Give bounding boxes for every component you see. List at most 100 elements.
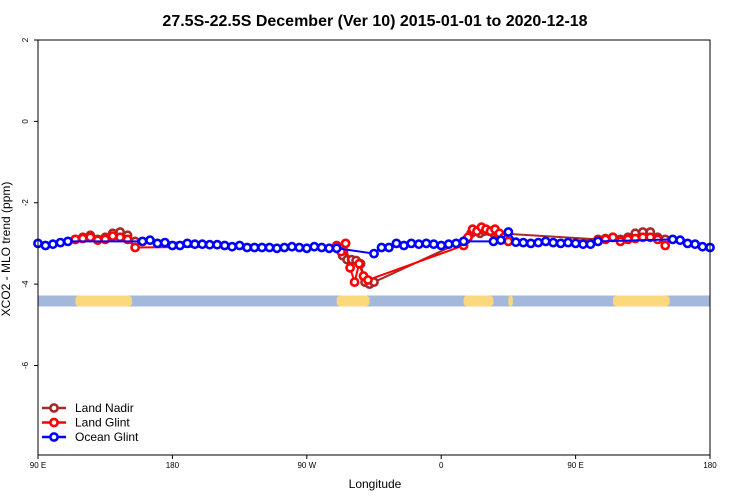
data-point [682, 238, 693, 249]
data-point [383, 242, 394, 253]
x-tick-label: 180 [166, 461, 180, 470]
data-point [421, 238, 432, 249]
y-tick-label: 2 [21, 37, 30, 42]
data-point [115, 232, 125, 243]
y-tick-label: -2 [21, 199, 30, 207]
data-point [525, 238, 536, 249]
y-tick-label: 0 [21, 119, 30, 124]
data-point [294, 242, 305, 253]
data-point [570, 238, 581, 249]
land-ocean-mask [38, 295, 710, 307]
series-layer [33, 222, 715, 289]
data-point [675, 235, 685, 246]
x-tick-label: 90 W [297, 461, 316, 470]
data-point [660, 240, 671, 251]
data-point [63, 236, 73, 247]
legend-marker [49, 403, 59, 413]
data-point [518, 237, 529, 248]
legend-label: Ocean Glint [75, 430, 139, 444]
data-point [264, 242, 275, 253]
data-point [212, 239, 223, 250]
y-tick-label: -4 [21, 280, 30, 288]
data-point [451, 238, 461, 249]
data-point [137, 236, 148, 247]
data-point [92, 235, 103, 246]
data-point [204, 239, 215, 250]
data-point [354, 258, 364, 269]
data-point [495, 235, 506, 246]
land-segment [508, 295, 513, 307]
y-axis: 2 0 -2 -4 -6 [21, 37, 38, 369]
data-point [301, 243, 312, 254]
x-tick-label: 0 [439, 461, 444, 470]
data-point [488, 236, 499, 247]
data-point [608, 232, 618, 243]
data-point [279, 242, 290, 253]
data-point [227, 241, 237, 252]
data-point [257, 242, 267, 253]
data-point [503, 236, 514, 247]
legend-item: Land Nadir [42, 401, 134, 415]
data-point [130, 242, 140, 253]
chart-title: 27.5S-22.5S December (Ver 10) 2015-01-01… [162, 13, 587, 30]
data-point [697, 241, 708, 252]
data-point [167, 240, 178, 251]
legend-marker [49, 417, 59, 428]
data-point [540, 236, 551, 247]
series-ocean-glint [33, 227, 715, 259]
x-axis: 90 E 180 90 W 0 90 E 180 [30, 455, 717, 470]
data-point [48, 239, 58, 250]
data-point [189, 239, 200, 250]
data-point [309, 241, 320, 252]
data-point [345, 262, 355, 273]
data-point [406, 238, 417, 249]
x-tick-label: 90 E [30, 461, 46, 470]
y-tick-label: -6 [21, 361, 30, 369]
data-point [107, 231, 118, 241]
data-point [340, 238, 351, 249]
data-point [413, 239, 424, 250]
legend-marker [49, 432, 59, 442]
legend-label: Land Nadir [75, 401, 134, 415]
data-point [286, 241, 297, 252]
x-tick-label: 180 [703, 461, 717, 470]
data-point [219, 240, 230, 251]
data-point [234, 240, 245, 251]
data-point [458, 236, 469, 247]
legend-item: Ocean Glint [42, 430, 139, 444]
x-axis-label: Longitude [349, 477, 402, 491]
x-tick-label: 90 E [567, 461, 583, 470]
data-point [145, 235, 155, 246]
land-segment [463, 295, 494, 307]
data-point [152, 238, 163, 249]
land-segment [75, 295, 133, 307]
y-axis-label: XCO2 - MLO trend (ppm) [0, 182, 13, 317]
data-point [55, 237, 66, 248]
land-segment [612, 295, 670, 307]
data-point [182, 238, 193, 249]
data-point [443, 239, 454, 250]
data-point [548, 237, 559, 248]
data-point [533, 237, 544, 248]
data-point [40, 240, 51, 251]
data-point [428, 239, 439, 250]
data-point [436, 240, 447, 251]
data-point [331, 243, 342, 254]
data-point [349, 277, 360, 287]
data-point [159, 237, 170, 248]
data-point [563, 237, 573, 248]
legend-label: Land Glint [75, 416, 130, 430]
data-point [197, 239, 208, 250]
data-point [363, 275, 373, 285]
plot-frame [37, 39, 711, 456]
data-point [391, 238, 402, 249]
data-point [555, 238, 566, 249]
data-point [585, 239, 596, 250]
data-point [623, 234, 633, 245]
land-segment [336, 295, 370, 307]
data-point [667, 234, 678, 245]
data-point [369, 248, 379, 259]
data-point [324, 243, 335, 254]
